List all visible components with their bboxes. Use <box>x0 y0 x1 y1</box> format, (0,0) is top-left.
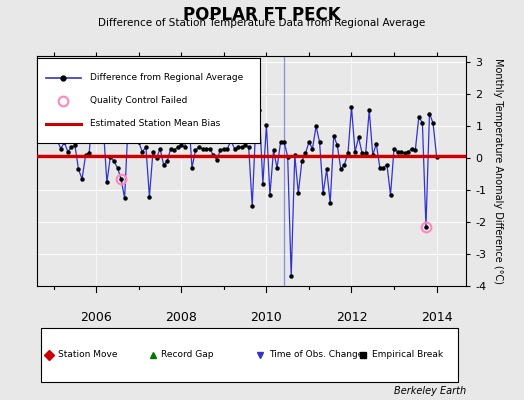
Text: POPLAR FT PECK: POPLAR FT PECK <box>183 6 341 24</box>
Text: Time of Obs. Change: Time of Obs. Change <box>269 350 363 359</box>
Text: Station Move: Station Move <box>58 350 117 359</box>
Text: Difference of Station Temperature Data from Regional Average: Difference of Station Temperature Data f… <box>99 18 425 28</box>
Text: 2008: 2008 <box>166 311 197 324</box>
Text: 2006: 2006 <box>80 311 112 324</box>
Text: 2014: 2014 <box>421 311 452 324</box>
Text: Record Gap: Record Gap <box>161 350 214 359</box>
Y-axis label: Monthly Temperature Anomaly Difference (°C): Monthly Temperature Anomaly Difference (… <box>493 58 503 284</box>
Text: Berkeley Earth: Berkeley Earth <box>394 386 466 396</box>
Text: 2012: 2012 <box>336 311 367 324</box>
Text: Empirical Break: Empirical Break <box>372 350 443 359</box>
Text: 2010: 2010 <box>250 311 282 324</box>
Bar <box>41 328 458 382</box>
